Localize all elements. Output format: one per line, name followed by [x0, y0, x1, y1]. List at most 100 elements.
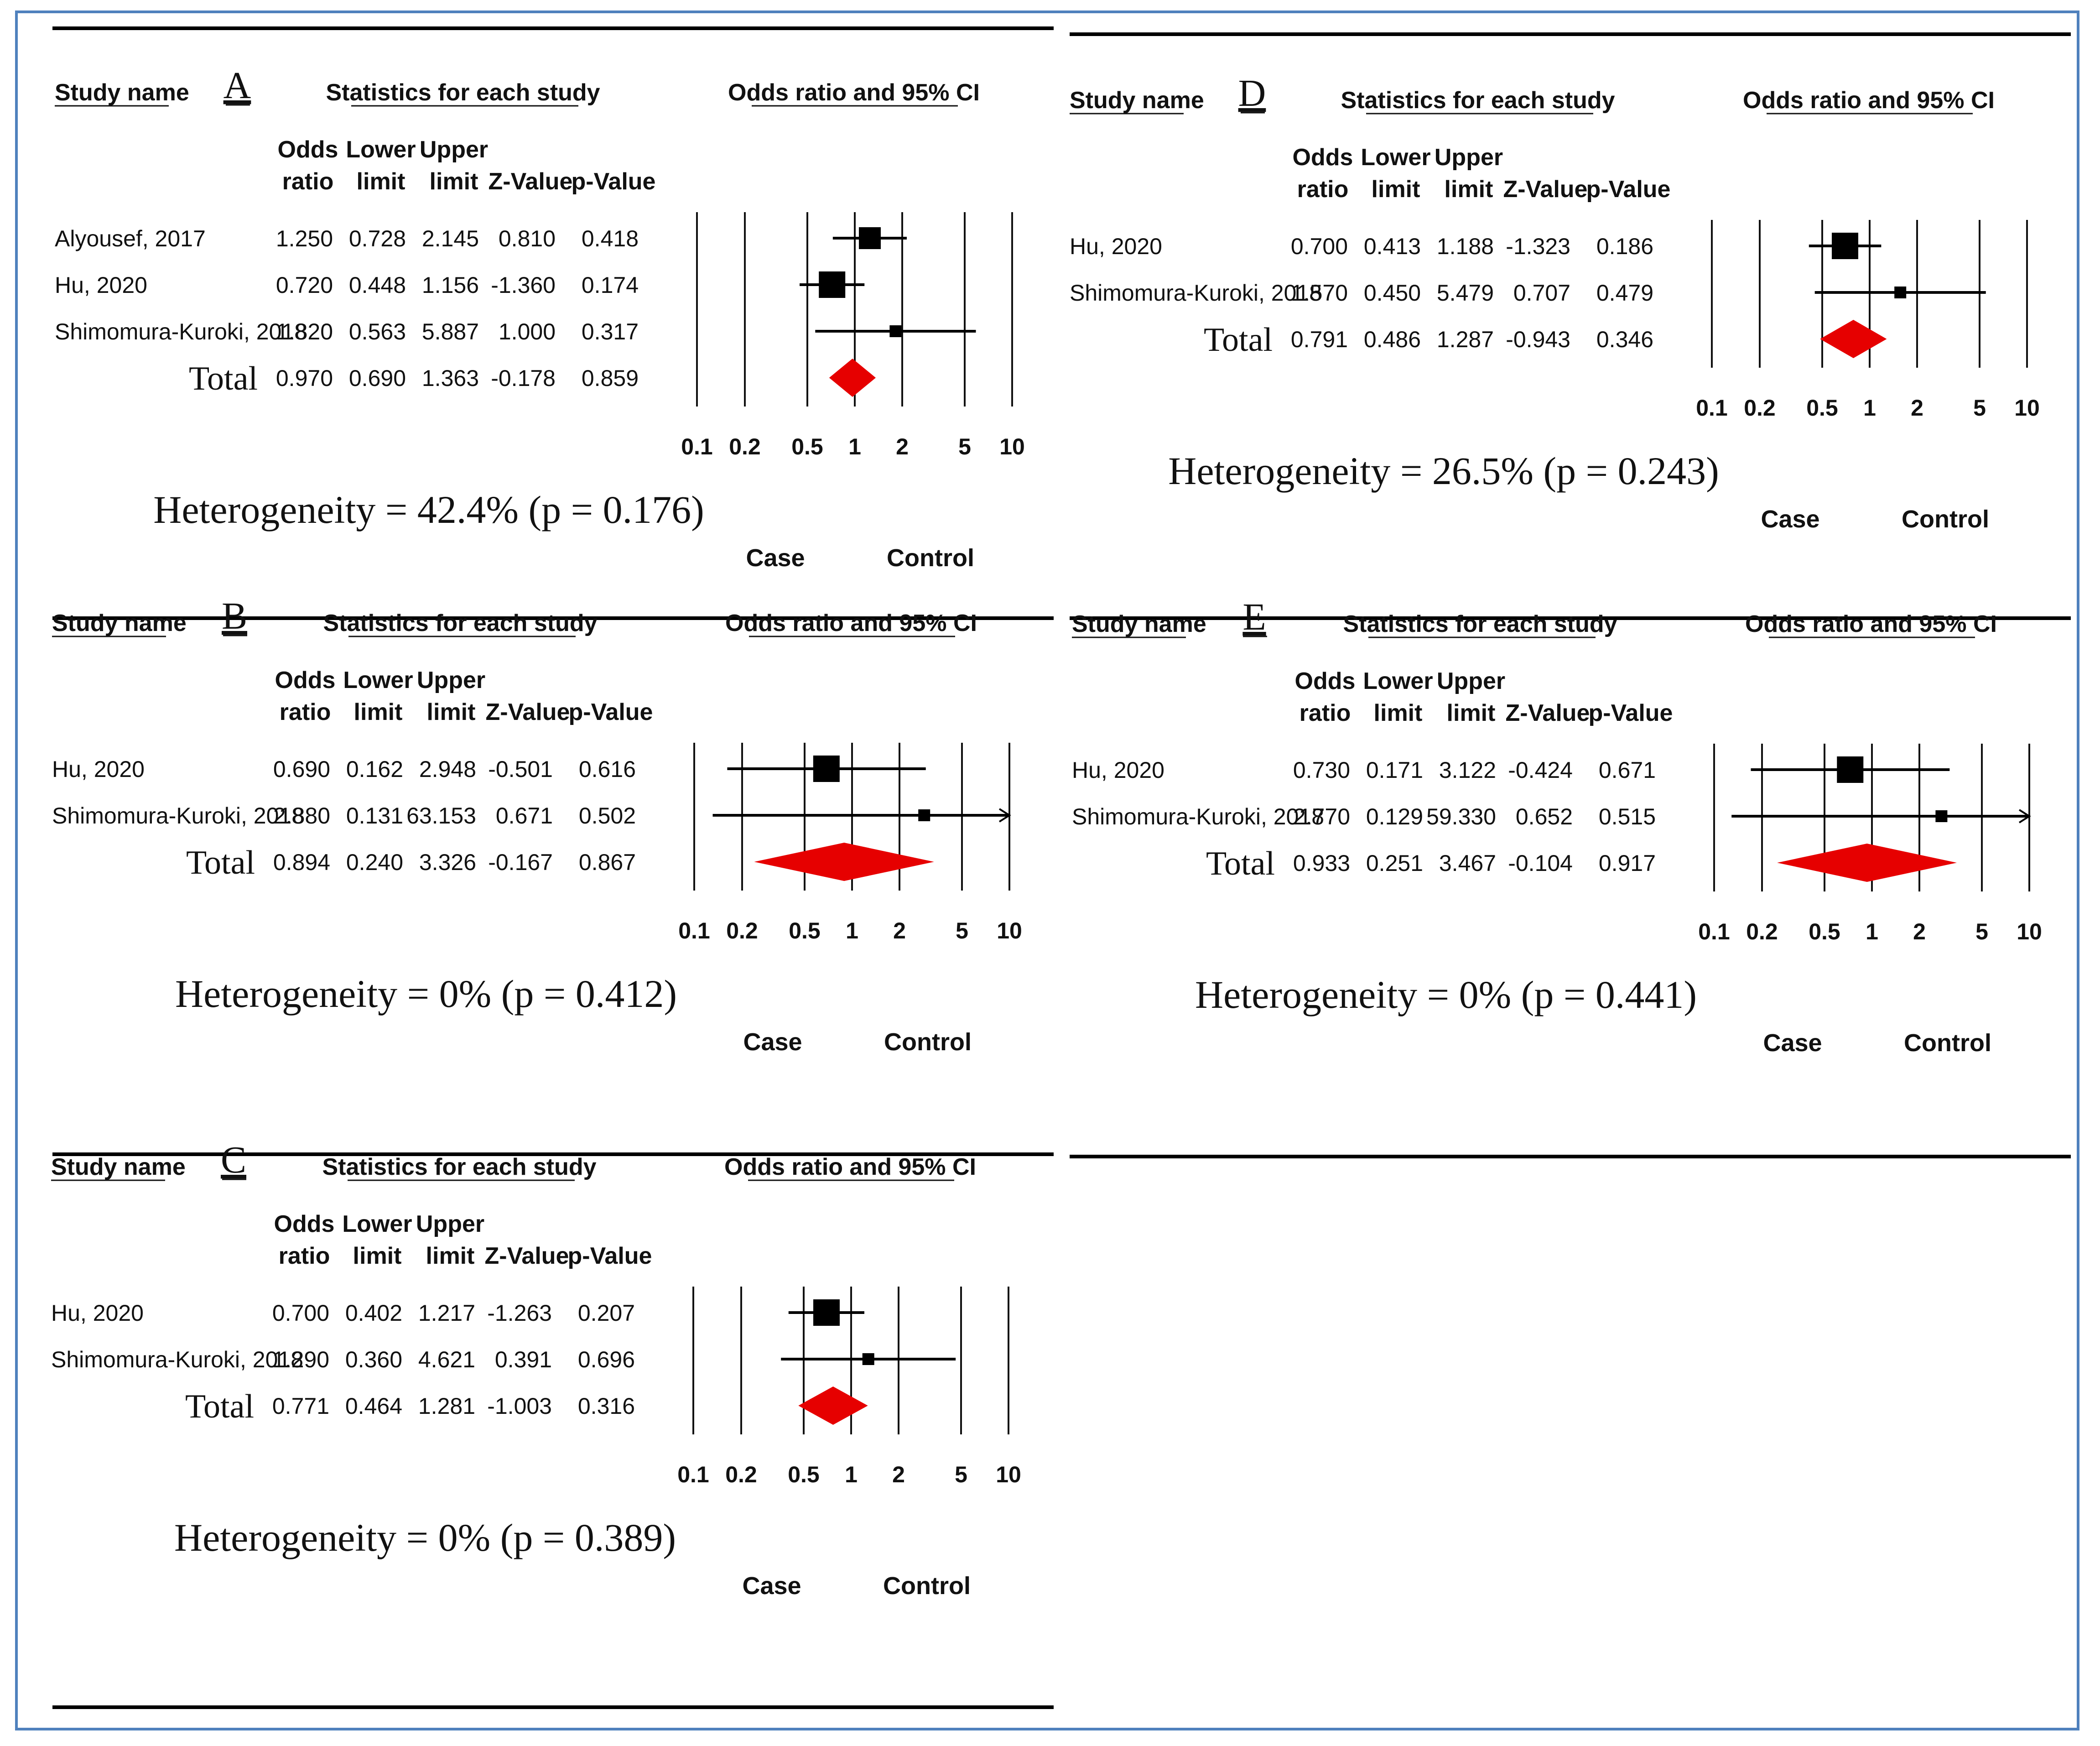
study-stat-value: 0.502 [579, 803, 636, 829]
column-header-line2: Z-Value [1506, 700, 1590, 726]
panel-letter: C [221, 1139, 246, 1181]
study-stat-value: -1.360 [491, 272, 556, 298]
study-stat-value: 2.145 [422, 226, 479, 251]
panel-letter: B [222, 595, 247, 637]
study-stat-value: 0.391 [495, 1347, 552, 1372]
panel-e: Study name E Statistics for each study Odds… [1072, 596, 2042, 1057]
total-stat-value: 0.240 [346, 850, 403, 875]
pooled-estimate-diamond [1820, 320, 1887, 358]
study-name-header: Study name [1072, 611, 1206, 637]
heterogeneity-text: Heterogeneity = 0% (p = 0.389) [174, 1516, 676, 1559]
study-stat-value: 0.186 [1596, 234, 1653, 259]
pooled-estimate-diamond [1777, 844, 1957, 882]
heterogeneity-text: Heterogeneity = 0% (p = 0.441) [1195, 973, 1697, 1016]
total-stat-value: 0.867 [579, 850, 636, 875]
panel-letter: E [1242, 596, 1266, 638]
study-stat-value: -1.323 [1506, 234, 1570, 259]
study-stat-value: 3.122 [1439, 757, 1496, 783]
total-stat-value: -0.943 [1506, 327, 1570, 352]
study-stat-value: -1.263 [487, 1300, 552, 1326]
odds-ratio-ci-header: Odds ratio and 95% CI [728, 79, 980, 106]
x-tick-label: 10 [999, 434, 1025, 459]
study-point-marker [862, 1353, 874, 1365]
column-header-line1: Odds [278, 136, 338, 163]
study-stat-value: 0.616 [579, 756, 636, 782]
study-stat-value: 0.515 [1599, 804, 1656, 829]
x-tick-label: 10 [2017, 919, 2042, 944]
x-tick-label: 5 [1973, 395, 1986, 421]
x-tick-label: 0.2 [729, 434, 761, 459]
study-stat-value: 0.317 [582, 319, 639, 344]
study-label: Shimomura-Kuroki, 2018 [1070, 280, 1322, 306]
study-stat-value: 0.707 [1513, 280, 1570, 306]
x-tick-label: 2 [893, 918, 906, 943]
x-tick-label: 0.1 [678, 918, 710, 943]
study-stat-value: 2.880 [273, 803, 330, 829]
column-header-line2: Z-Value [489, 168, 573, 195]
study-label: Hu, 2020 [52, 756, 145, 782]
total-stat-value: 0.316 [578, 1393, 635, 1419]
column-header-line2: Z-Value [485, 1243, 569, 1269]
column-header-line2: Z-Value [486, 699, 570, 725]
total-stat-value: 0.346 [1596, 327, 1653, 352]
study-stat-value: 1.000 [499, 319, 556, 344]
column-header-line2: limit [426, 1243, 475, 1269]
favours-case-label: Case [746, 544, 805, 572]
total-stat-value: -0.104 [1508, 850, 1573, 876]
column-header-line1: Lower [1361, 144, 1430, 171]
total-stat-value: 0.464 [345, 1393, 402, 1419]
total-label: Total [189, 360, 258, 397]
column-header-line2: limit [1445, 176, 1493, 203]
favours-case-label: Case [1763, 1029, 1822, 1057]
x-tick-label: 2 [892, 1462, 905, 1487]
x-tick-label: 0.1 [681, 434, 713, 459]
total-stat-value: 0.970 [276, 365, 333, 391]
study-stat-value: 1.156 [422, 272, 479, 298]
column-header-line2: limit [1447, 700, 1496, 726]
study-label: Shimomura-Kuroki, 2018 [1072, 804, 1324, 829]
x-tick-label: 1 [846, 918, 858, 943]
study-stat-value: 0.696 [578, 1347, 635, 1372]
statistics-header: Statistics for each study [1343, 611, 1617, 637]
study-stat-value: 2.948 [419, 756, 476, 782]
study-stat-value: -0.501 [488, 756, 553, 782]
study-stat-value: 0.174 [582, 272, 639, 298]
odds-ratio-ci-header: Odds ratio and 95% CI [1745, 611, 1997, 637]
study-stat-value: 63.153 [406, 803, 476, 829]
column-header-line2: limit [1374, 700, 1423, 726]
x-tick-label: 2 [1913, 919, 1926, 944]
study-stat-value: 0.413 [1364, 234, 1421, 259]
x-tick-label: 0.1 [677, 1462, 709, 1487]
total-stat-value: 0.486 [1364, 327, 1421, 352]
study-stat-value: 0.700 [1291, 234, 1348, 259]
column-header-line2: limit [430, 168, 478, 195]
study-name-header: Study name [51, 1154, 186, 1180]
favours-case-label: Case [742, 1572, 801, 1600]
total-stat-value: 0.894 [273, 850, 330, 875]
panel-letter: A [224, 64, 251, 107]
study-point-marker [813, 756, 840, 782]
column-header-line1: Upper [1435, 144, 1503, 171]
column-header-line1: Upper [420, 136, 488, 163]
x-tick-label: 0.5 [791, 434, 823, 459]
study-stat-value: 0.728 [349, 226, 406, 251]
column-header-line2: p-Value [569, 699, 653, 725]
heterogeneity-text: Heterogeneity = 26.5% (p = 0.243) [1168, 449, 1719, 493]
study-label: Shimomura-Kuroki, 2018 [55, 319, 307, 344]
column-header-line1: Odds [274, 1211, 335, 1237]
x-tick-label: 0.2 [725, 1462, 757, 1487]
panel-c: Study name C Statistics for each study Odds… [51, 1139, 1021, 1600]
statistics-header: Statistics for each study [323, 610, 597, 636]
x-tick-label: 0.2 [1746, 919, 1778, 944]
x-tick-label: 1 [848, 434, 861, 459]
study-stat-value: 0.671 [496, 803, 553, 829]
study-point-marker [1831, 233, 1858, 259]
column-header-line2: ratio [282, 168, 334, 195]
total-label: Total [185, 1388, 254, 1425]
study-point-marker [918, 809, 930, 821]
heterogeneity-text: Heterogeneity = 42.4% (p = 0.176) [153, 488, 704, 532]
study-label: Alyousef, 2017 [55, 226, 206, 251]
total-stat-value: 0.933 [1293, 850, 1350, 876]
x-tick-label: 0.2 [1744, 395, 1776, 421]
column-header-line1: Odds [1293, 144, 1353, 171]
